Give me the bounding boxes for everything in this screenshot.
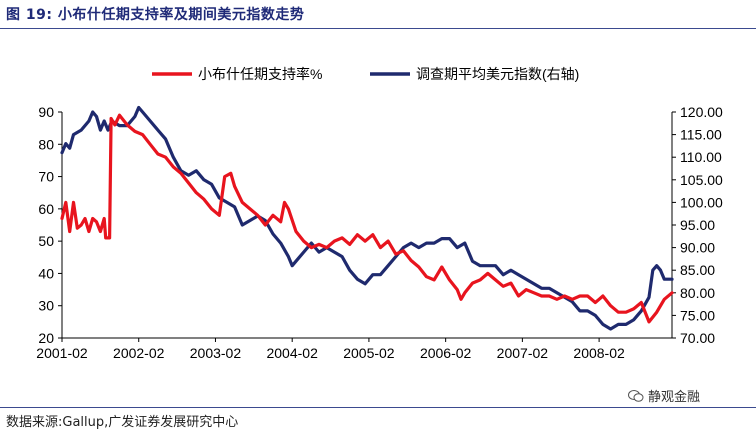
- y-left-tick-label: 60: [38, 201, 54, 217]
- y-right-tick-label: 100.00: [680, 194, 723, 210]
- legend-label-approval: 小布什任期支持率%: [198, 66, 322, 82]
- wechat-icon: [628, 389, 644, 403]
- title-divider: [0, 28, 756, 29]
- x-tick-label: 2006-02: [420, 345, 472, 361]
- figure-title: 图 19: 小布什任期支持率及期间美元指数走势: [6, 7, 305, 23]
- chart: 小布什任期支持率% 调查期平均美元指数(右轴) 20 30 40 50 60 70 80 90 7…: [36, 66, 723, 361]
- y-left-tick-label: 20: [38, 330, 54, 346]
- watermark: 静观金融: [628, 386, 700, 405]
- y-left-tick-label: 50: [38, 233, 54, 249]
- y-right-tick-label: 110.00: [680, 149, 722, 165]
- x-tick-label: 2007-02: [497, 345, 549, 361]
- y-left-tick-label: 80: [38, 136, 54, 152]
- x-tick-label: 2001-02: [36, 345, 88, 361]
- y-right-tick-label: 70.00: [680, 330, 715, 346]
- legend: 小布什任期支持率% 调查期平均美元指数(右轴): [152, 66, 579, 82]
- legend-label-dxy: 调查期平均美元指数(右轴): [416, 66, 579, 82]
- approval-rating-line: [60, 113, 674, 324]
- y-left-tick-label: 90: [38, 104, 54, 120]
- y-right-tick-label: 120.00: [680, 104, 723, 120]
- y-right-tick-label: 80.00: [680, 285, 715, 301]
- source-note: 数据来源:Gallup,广发证券发展研究中心: [6, 415, 239, 430]
- series-layer: [60, 105, 674, 331]
- dollar-index-line: [60, 105, 674, 331]
- x-tick-label: 2003-02: [190, 345, 242, 361]
- axes: 20 30 40 50 60 70 80 90 70.00 75.00 80.00 85.00 90.0…: [36, 104, 723, 361]
- footer-divider: [0, 407, 756, 408]
- y-right-tick-label: 95.00: [680, 217, 715, 233]
- watermark-text: 静观金融: [648, 390, 701, 405]
- x-tick-label: 2008-02: [573, 345, 625, 361]
- y-right-tick-label: 85.00: [680, 262, 715, 278]
- y-left-tick-label: 70: [38, 169, 54, 185]
- y-left-tick-label: 30: [38, 298, 54, 314]
- x-tick-label: 2002-02: [113, 345, 165, 361]
- y-right-tick-label: 90.00: [680, 240, 715, 256]
- x-tick-label: 2005-02: [343, 345, 395, 361]
- y-left-tick-label: 40: [38, 265, 54, 281]
- y-right-tick-label: 105.00: [680, 172, 723, 188]
- x-tick-label: 2004-02: [266, 345, 318, 361]
- y-right-tick-label: 115.00: [680, 127, 722, 143]
- y-right-tick-label: 75.00: [680, 307, 715, 323]
